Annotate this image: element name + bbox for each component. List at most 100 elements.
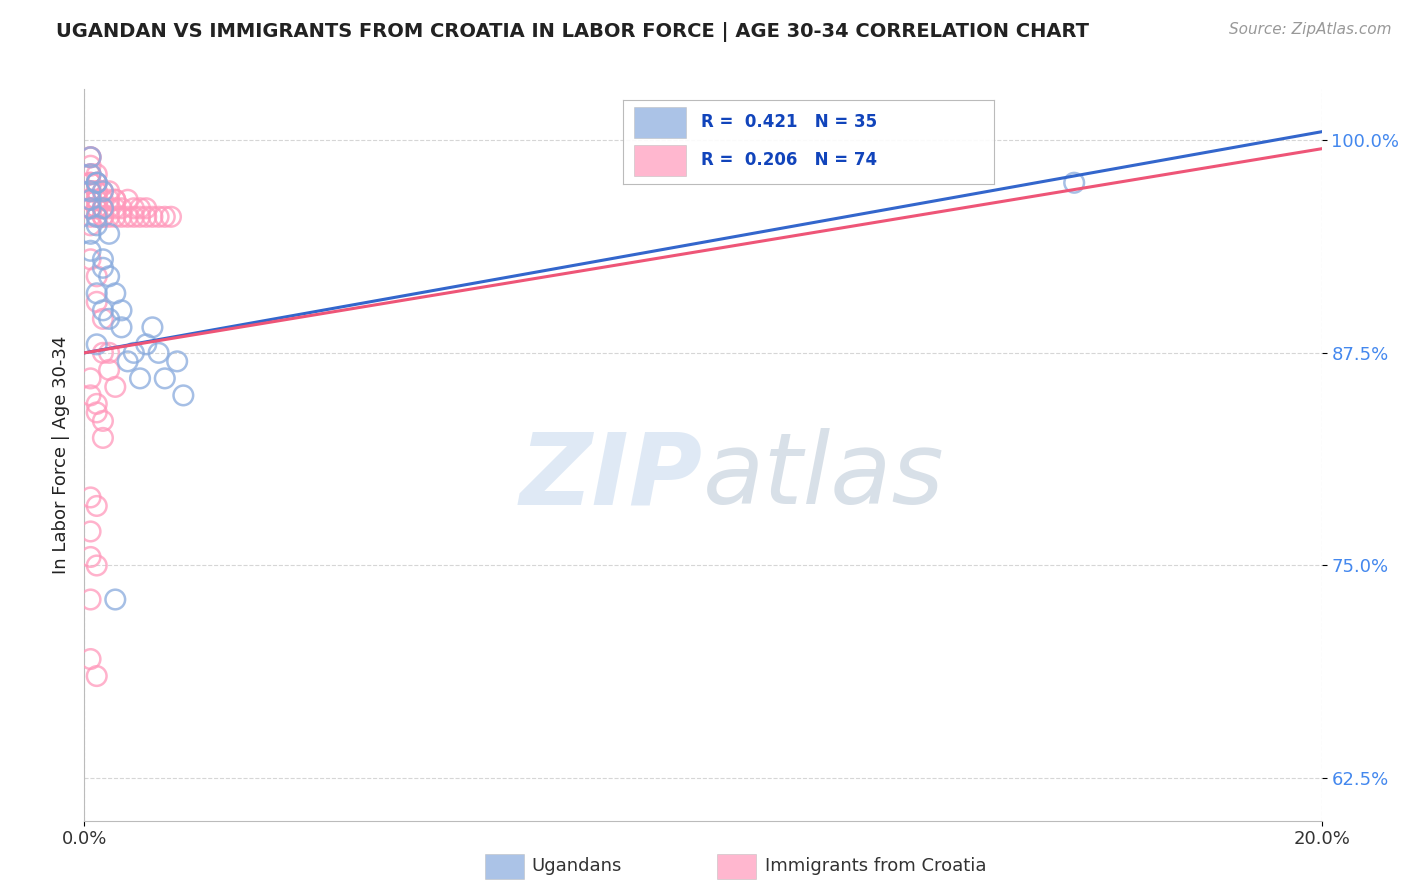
Point <box>79 193 101 207</box>
Point <box>172 388 194 402</box>
Point <box>91 431 114 445</box>
Point <box>79 167 101 181</box>
Point <box>79 201 101 215</box>
Point <box>86 201 108 215</box>
Point <box>104 193 127 207</box>
Point <box>98 269 121 284</box>
Point <box>135 201 157 215</box>
Point <box>104 380 127 394</box>
Point <box>79 176 101 190</box>
Point <box>79 227 101 241</box>
Point <box>91 184 114 198</box>
Text: Source: ZipAtlas.com: Source: ZipAtlas.com <box>1229 22 1392 37</box>
Point <box>117 354 139 368</box>
Point <box>160 210 183 224</box>
Point <box>98 184 121 198</box>
Point <box>79 150 101 164</box>
Point <box>79 167 101 181</box>
Point <box>104 210 127 224</box>
Point <box>117 210 139 224</box>
Point <box>79 244 101 258</box>
Point <box>86 558 108 573</box>
Point <box>79 167 101 181</box>
Point <box>86 210 108 224</box>
Point <box>86 193 108 207</box>
Point <box>86 176 108 190</box>
Point <box>86 184 108 198</box>
Point <box>79 252 101 267</box>
Point <box>122 210 145 224</box>
Point <box>86 184 108 198</box>
Point <box>91 201 114 215</box>
Point <box>79 491 101 505</box>
Point <box>129 201 152 215</box>
Point <box>86 286 108 301</box>
Point <box>86 269 108 284</box>
Point <box>129 371 152 385</box>
Point <box>91 201 114 215</box>
Point <box>86 337 108 351</box>
Point <box>91 303 114 318</box>
Point <box>98 311 121 326</box>
Point <box>1063 176 1085 190</box>
Point <box>79 184 101 198</box>
Point <box>98 201 121 215</box>
Point <box>104 193 127 207</box>
Point <box>91 414 114 428</box>
Point <box>86 405 108 419</box>
Point <box>110 303 132 318</box>
Point <box>79 524 101 539</box>
Point <box>91 193 114 207</box>
Point <box>79 201 101 215</box>
Point <box>86 499 108 513</box>
Point <box>91 252 114 267</box>
Point <box>153 371 176 385</box>
Point <box>153 210 176 224</box>
Point <box>86 210 108 224</box>
Point <box>98 227 121 241</box>
Point <box>104 201 127 215</box>
Point <box>98 193 121 207</box>
Point <box>86 669 108 683</box>
Point <box>79 193 101 207</box>
Point <box>79 150 101 164</box>
Point <box>79 201 101 215</box>
Point <box>79 193 101 207</box>
Y-axis label: In Labor Force | Age 30-34: In Labor Force | Age 30-34 <box>52 335 70 574</box>
Point <box>98 210 121 224</box>
Point <box>135 337 157 351</box>
Text: atlas: atlas <box>703 428 945 525</box>
Point <box>86 176 108 190</box>
Point <box>91 184 114 198</box>
Point <box>110 320 132 334</box>
Text: Ugandans: Ugandans <box>531 857 621 875</box>
Point <box>98 363 121 377</box>
Point <box>79 388 101 402</box>
Point <box>141 210 163 224</box>
Point <box>91 201 114 215</box>
Point <box>110 201 132 215</box>
Point <box>141 320 163 334</box>
Point <box>79 549 101 564</box>
Point <box>79 652 101 666</box>
Point <box>86 219 108 233</box>
Point <box>104 592 127 607</box>
Point <box>79 592 101 607</box>
Point <box>122 346 145 360</box>
Point <box>91 210 114 224</box>
Point <box>86 176 108 190</box>
Point <box>79 159 101 173</box>
Point <box>148 210 170 224</box>
Point <box>79 210 101 224</box>
Point <box>91 346 114 360</box>
Point <box>86 167 108 181</box>
Point <box>79 219 101 233</box>
Point <box>166 354 188 368</box>
Point <box>79 184 101 198</box>
Point <box>135 210 157 224</box>
Text: Immigrants from Croatia: Immigrants from Croatia <box>765 857 987 875</box>
Point <box>79 176 101 190</box>
Point <box>98 346 121 360</box>
Point <box>86 193 108 207</box>
Point <box>79 184 101 198</box>
